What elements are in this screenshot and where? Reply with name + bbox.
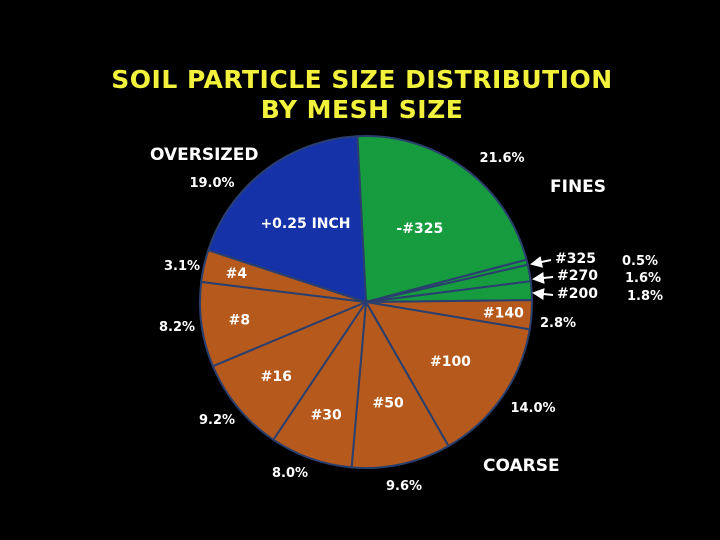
pie-slice-1 <box>356 135 528 304</box>
pie-slices <box>199 135 534 469</box>
slice-percent-label: 2.8% <box>540 316 576 331</box>
slice-percent-label: 9.6% <box>386 479 422 494</box>
slice-percent-label: 14.0% <box>510 401 555 416</box>
slice-percent-label: 21.6% <box>479 151 524 166</box>
pointer-arrow <box>532 288 554 301</box>
slice-name-label: +0.25 INCH <box>260 216 350 232</box>
slice-percent-label: 1.8% <box>627 289 663 304</box>
slice-name-label: #200 <box>557 286 598 302</box>
slice-name-label: #50 <box>373 396 404 412</box>
slice-name-label: #100 <box>430 354 471 370</box>
slice-name-label: -#325 <box>396 221 443 237</box>
slice-name-label: #325 <box>555 251 596 267</box>
group-label-oversized: OVERSIZED <box>150 145 258 165</box>
slice-name-label: #270 <box>557 268 598 284</box>
slice-percent-label: 8.2% <box>159 320 195 335</box>
pointer-arrow <box>530 256 552 268</box>
slice-name-label: #8 <box>229 313 250 329</box>
chart-title: SOIL PARTICLE SIZE DISTRIBUTION <box>111 65 612 94</box>
slice-percent-label: 3.1% <box>164 259 200 274</box>
pie-labels: -#325 21.6% #325 0.5% #270 1.6% #200 1.8% #140 2.… <box>159 151 663 494</box>
group-label-coarse: COARSE <box>483 456 560 476</box>
pie-slice-6 <box>364 300 531 448</box>
slice-percent-label: 8.0% <box>272 466 308 481</box>
slice-percent-label: 1.6% <box>625 271 661 286</box>
pie-slice-7 <box>350 298 450 469</box>
slice-percent-label: 0.5% <box>622 254 658 269</box>
group-label-fines: FINES <box>550 177 606 197</box>
slice-name-label: #30 <box>311 408 342 424</box>
chart-subtitle: BY MESH SIZE <box>261 95 464 124</box>
pie-slice-9 <box>211 299 369 442</box>
pointer-arrow <box>532 271 554 284</box>
slice-name-label: #16 <box>261 369 292 385</box>
slice-name-label: #140 <box>483 306 524 322</box>
pie-slice-12 <box>207 135 368 304</box>
slice-percent-label: 19.0% <box>189 176 234 191</box>
slice-name-label: #4 <box>226 266 248 282</box>
pie-slice-10 <box>199 280 370 368</box>
slice-percent-label: 9.2% <box>199 413 235 428</box>
